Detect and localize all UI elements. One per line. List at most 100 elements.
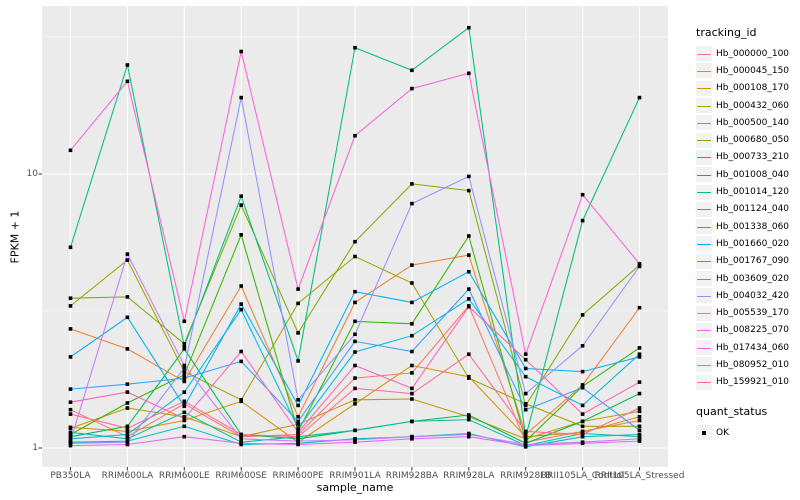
- legend-key-line-icon: [697, 295, 711, 297]
- legend-key-line-icon: [697, 382, 711, 384]
- data-point: [182, 347, 187, 351]
- data-point: [467, 352, 471, 356]
- legend-key: [696, 236, 712, 252]
- data-point: [296, 331, 300, 335]
- legend-item: Hb_000000_100: [696, 45, 800, 62]
- data-point: [637, 380, 642, 384]
- data-point: [353, 339, 357, 344]
- data-point: [637, 346, 642, 350]
- data-point: [467, 287, 471, 291]
- legend-item-label: Hb_008225_070: [716, 325, 790, 336]
- data-point: [353, 398, 357, 402]
- legend-key-line-icon: [697, 140, 711, 142]
- data-point: [182, 402, 187, 406]
- data-point: [637, 432, 642, 437]
- data-point: [523, 357, 528, 362]
- data-point: [296, 437, 300, 441]
- data-point: [410, 68, 414, 73]
- data-point: [353, 45, 357, 50]
- data-point: [68, 296, 73, 300]
- data-point: [239, 359, 243, 364]
- data-point: [410, 437, 414, 441]
- legend-key-line-icon: [697, 330, 711, 332]
- legend-item: Hb_000432_060: [696, 97, 800, 114]
- legend-key-line-icon: [697, 347, 711, 349]
- data-point: [182, 369, 187, 374]
- data-point: [580, 369, 585, 374]
- data-point: [239, 432, 243, 437]
- data-point: [68, 355, 73, 359]
- legend-key-line-icon: [697, 53, 711, 55]
- data-point: [410, 281, 414, 285]
- data-point: [239, 203, 243, 207]
- data-point: [523, 432, 528, 437]
- legend-key: [696, 201, 712, 217]
- data-point: [239, 284, 243, 288]
- data-point: [637, 95, 642, 100]
- data-point: [353, 133, 357, 138]
- data-point: [637, 391, 642, 396]
- data-point: [182, 379, 187, 384]
- data-point: [467, 432, 471, 437]
- data-point: [125, 429, 130, 434]
- data-point: [182, 424, 187, 429]
- data-point: [637, 409, 642, 414]
- legend-key: [696, 322, 712, 338]
- legend-item-label: OK: [716, 427, 729, 438]
- data-point: [296, 403, 300, 408]
- x-axis-title: sample_name: [316, 481, 394, 494]
- data-point: [68, 327, 73, 331]
- data-point: [467, 253, 471, 257]
- data-point: [637, 424, 642, 429]
- data-point: [125, 432, 130, 437]
- legend-item-label: Hb_001767_090: [716, 256, 790, 267]
- data-point: [125, 440, 130, 444]
- data-point: [182, 434, 187, 439]
- data-point: [467, 71, 471, 76]
- data-point: [467, 188, 471, 193]
- data-point: [523, 374, 528, 379]
- legend-item-label: Hb_080952_010: [716, 359, 790, 370]
- data-point: [580, 403, 585, 408]
- data-point: [125, 434, 130, 439]
- data-point: [353, 438, 357, 442]
- data-point: [637, 352, 642, 356]
- data-point: [580, 218, 585, 223]
- data-point: [125, 63, 130, 67]
- data-point: [523, 352, 528, 356]
- data-point: [410, 386, 414, 391]
- data-point: [410, 201, 414, 206]
- data-point: [182, 363, 187, 368]
- data-point: [296, 432, 300, 437]
- legend-key: [696, 98, 712, 114]
- data-point: [467, 25, 471, 30]
- legend: tracking_id Hb_000000_100 Hb_000045_150 Hb…: [696, 26, 800, 441]
- data-point: [182, 418, 187, 423]
- data-point: [68, 407, 73, 412]
- data-point: [125, 252, 130, 256]
- legend-item-label: Hb_004032_420: [716, 290, 790, 301]
- data-point: [467, 413, 471, 417]
- y-tick-label-1: 1: [32, 443, 38, 453]
- data-point: [68, 304, 73, 308]
- data-point: [296, 442, 300, 447]
- legend-key: [696, 271, 712, 286]
- data-point: [68, 437, 73, 441]
- legend-key: [696, 132, 712, 148]
- y-axis-title: FPKM + 1: [8, 210, 22, 264]
- legend-item: Hb_159921_010: [696, 374, 800, 391]
- legend-item-label: Hb_005539_170: [716, 308, 790, 319]
- data-point: [353, 350, 357, 354]
- x-tick-label: RRIM600LA: [101, 471, 154, 481]
- data-point: [239, 349, 243, 354]
- legend-item-label: Hb_017434_060: [716, 342, 790, 353]
- x-tick-label: RRIM901LA: [329, 471, 381, 481]
- legend-items: Hb_000000_100 Hb_000045_150 Hb_000108_170 H…: [696, 45, 800, 391]
- data-point: [410, 333, 414, 338]
- data-point: [125, 424, 130, 429]
- data-point: [182, 344, 187, 349]
- data-point: [353, 440, 357, 444]
- data-point: [296, 430, 300, 435]
- data-point: [182, 366, 187, 370]
- legend-key-line-icon: [697, 209, 711, 211]
